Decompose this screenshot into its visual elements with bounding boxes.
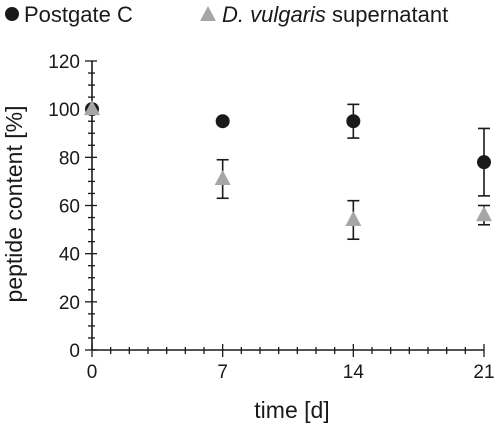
legend-label-part: D. vulgaris xyxy=(222,2,326,27)
series-postgate-c xyxy=(85,102,491,197)
series-d-vulgaris-supernatant xyxy=(84,100,492,241)
data-point xyxy=(476,206,492,222)
y-tick-label: 100 xyxy=(48,100,80,121)
legend-label-d-vulgaris-supernatant: D. vulgaris supernatant xyxy=(222,2,448,27)
legend-label-part: Postgate C xyxy=(24,2,133,27)
y-tick-label: 20 xyxy=(59,293,80,314)
y-tick-label: 80 xyxy=(59,148,80,169)
y-axis-title: peptide content [%] xyxy=(1,106,27,303)
data-point xyxy=(215,114,230,129)
y-tick-label: 60 xyxy=(59,197,80,218)
x-tick-label: 0 xyxy=(87,362,98,383)
axes xyxy=(91,61,484,351)
data-point xyxy=(214,170,231,186)
data-point xyxy=(346,114,361,129)
y-tick-label: 40 xyxy=(59,245,80,266)
x-tick-label: 7 xyxy=(217,362,228,383)
y-axis-ticks: 0 20 40 60 80 100 120 xyxy=(48,52,97,362)
data-point xyxy=(345,210,362,226)
y-tick-label: 0 xyxy=(69,341,80,362)
y-tick-label: 120 xyxy=(48,52,80,73)
x-axis-ticks: 0 7 14 21 xyxy=(87,344,495,383)
legend-label-postgate-c: Postgate C xyxy=(24,2,133,27)
legend-marker-postgate-c xyxy=(5,7,19,21)
series-layer xyxy=(84,100,492,241)
data-point xyxy=(84,100,100,116)
data-point xyxy=(477,155,491,170)
x-tick-label: 14 xyxy=(343,362,365,383)
legend-label-part: supernatant xyxy=(326,2,448,27)
x-tick-label: 21 xyxy=(473,362,494,383)
legend-marker-d-vulgaris-supernatant xyxy=(200,6,216,21)
legend: Postgate C D. vulgaris supernatant xyxy=(5,2,448,27)
x-axis-title: time [d] xyxy=(254,397,329,423)
